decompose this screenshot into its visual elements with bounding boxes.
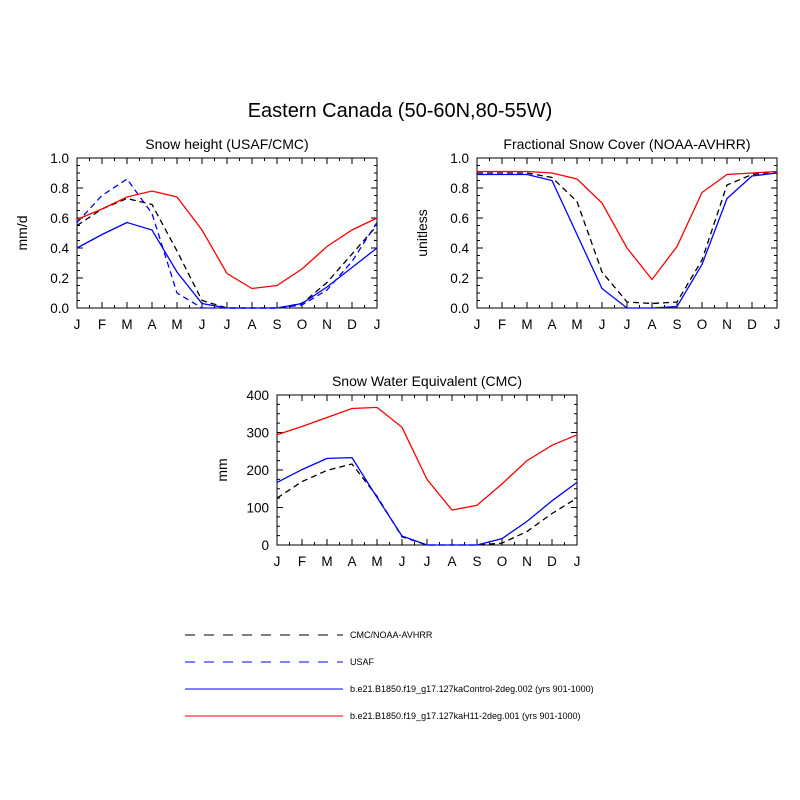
x-tick-label: M	[371, 554, 382, 569]
x-tick-label: O	[497, 554, 508, 569]
series-line-1	[276, 456, 578, 546]
x-tick-label: D	[747, 317, 757, 332]
series-line-2	[477, 170, 778, 281]
legend-label: b.e21.B1850.f19_g17.127kaControl-2deg.00…	[350, 684, 594, 694]
x-tick-label: J	[199, 317, 206, 332]
x-tick-label: J	[274, 554, 281, 569]
panel-title: Snow Water Equivalent (CMC)	[332, 373, 522, 389]
y-tick-label: 300	[246, 426, 269, 441]
plot-frame	[476, 157, 778, 309]
series-line-0	[276, 463, 578, 546]
panel-title: Snow height (USAF/CMC)	[145, 136, 308, 152]
y-tick-label: 0.2	[50, 271, 69, 286]
x-tick-label: M	[171, 317, 182, 332]
x-tick-label: O	[297, 317, 308, 332]
y-tick-label: 0.0	[50, 301, 69, 316]
series-line-3	[76, 190, 378, 290]
x-tick-label: J	[574, 554, 581, 569]
panel-title: Fractional Snow Cover (NOAA-AVHRR)	[503, 136, 750, 152]
y-tick-label: 0.0	[450, 301, 469, 316]
x-tick-label: N	[722, 317, 732, 332]
legend-label: USAF	[350, 657, 375, 667]
x-tick-label: O	[697, 317, 708, 332]
y-tick-label: 400	[246, 388, 269, 403]
y-tick-label: 0.8	[50, 181, 69, 196]
y-tick-label: 200	[246, 463, 269, 478]
x-tick-label: J	[599, 317, 606, 332]
y-axis-label: unitless	[414, 209, 430, 256]
x-tick-label: J	[424, 554, 431, 569]
figure-title: Eastern Canada (50-60N,80-55W)	[248, 100, 553, 122]
x-tick-label: J	[374, 317, 381, 332]
x-tick-label: A	[547, 317, 556, 332]
y-tick-label: 0.4	[50, 241, 69, 256]
snow-height-panel: Snow height (USAF/CMC)mm/dJ F M A M J J A S O N D J0…	[14, 136, 380, 332]
x-tick-label: D	[347, 317, 357, 332]
series-line-1	[76, 178, 378, 309]
x-tick-label: J	[224, 317, 231, 332]
plot-frame	[276, 394, 578, 546]
x-tick-label: S	[272, 317, 281, 332]
snow-cover-panel: Fractional Snow Cover (NOAA-AVHRR) unitle…	[414, 136, 780, 332]
x-tick-label: A	[147, 317, 156, 332]
x-tick-label: D	[547, 554, 557, 569]
series-line-2	[276, 406, 578, 511]
x-tick-label: A	[647, 317, 656, 332]
x-tick-label: N	[522, 554, 532, 569]
y-tick-label: 0.8	[450, 181, 469, 196]
x-tick-label: J	[474, 317, 481, 332]
x-tick-label: M	[321, 554, 332, 569]
y-axis-label: mm/d	[14, 216, 30, 251]
y-tick-label: 0.4	[450, 241, 469, 256]
x-tick-label: A	[247, 317, 256, 332]
y-tick-label: 100	[246, 501, 269, 516]
y-tick-label: 0	[261, 538, 269, 553]
y-tick-label: 1.0	[50, 151, 69, 166]
legend-label: b.e21.B1850.f19_g17.127kaH11-2deg.001 (y…	[350, 711, 581, 721]
y-tick-label: 0.2	[450, 271, 469, 286]
x-tick-label: S	[672, 317, 681, 332]
x-tick-label: A	[447, 554, 456, 569]
x-tick-label: F	[498, 317, 506, 332]
y-tick-label: 0.6	[50, 211, 69, 226]
legend: CMC/NOAA-AVHRR USAF b.e21.B1850.f19_g17.12…	[185, 630, 594, 721]
x-tick-label: N	[322, 317, 332, 332]
x-tick-label: J	[774, 317, 781, 332]
series-line-0	[477, 170, 778, 305]
x-tick-label: M	[521, 317, 532, 332]
series-line-2	[76, 221, 378, 309]
series-line-1	[477, 172, 778, 309]
x-tick-label: S	[472, 554, 481, 569]
x-tick-label: J	[399, 554, 406, 569]
legend-label: CMC/NOAA-AVHRR	[350, 630, 433, 640]
x-tick-label: F	[298, 554, 306, 569]
plot-frame	[76, 157, 378, 309]
x-tick-label: J	[74, 317, 81, 332]
series-line-0	[76, 197, 378, 309]
x-tick-label: A	[347, 554, 356, 569]
y-tick-label: 1.0	[450, 151, 469, 166]
y-axis-label: mm	[214, 458, 230, 481]
swe-panel: Snow Water Equivalent (CMC)mmJ F M A M J J A S O N…	[214, 373, 580, 569]
y-tick-label: 0.6	[450, 211, 469, 226]
x-tick-label: M	[571, 317, 582, 332]
x-tick-label: F	[98, 317, 106, 332]
x-tick-label: M	[121, 317, 132, 332]
x-tick-label: J	[624, 317, 631, 332]
